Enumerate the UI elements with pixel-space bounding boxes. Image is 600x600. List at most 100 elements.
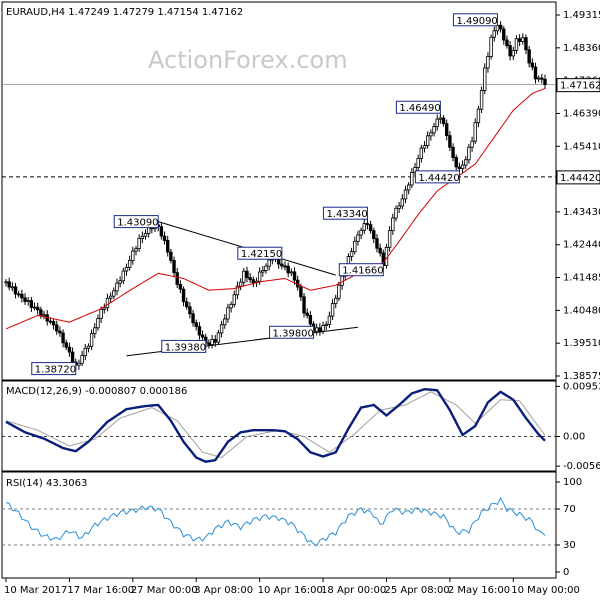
- candle-body: [540, 77, 544, 80]
- candle-body: [356, 234, 360, 242]
- candle-body: [48, 320, 53, 323]
- candle-body: [188, 306, 192, 315]
- candle-body: [508, 45, 512, 57]
- candle-body: [324, 323, 328, 326]
- candle-body: [194, 322, 198, 327]
- annotation-label: 1.43090: [117, 218, 158, 229]
- time-tick-label: 25 Apr 08:00: [384, 585, 449, 596]
- candle-body: [337, 284, 341, 299]
- candle-body: [483, 67, 487, 91]
- annotation-box: [322, 206, 368, 220]
- candle-body: [137, 238, 141, 250]
- candle-body: [505, 39, 509, 47]
- candle-body: [486, 56, 490, 69]
- macd-line: [5, 387, 546, 463]
- candle-body: [185, 301, 189, 308]
- candle-body: [378, 247, 382, 254]
- candle-body: [502, 28, 506, 41]
- candle-body: [197, 326, 202, 336]
- candle-body: [422, 145, 427, 149]
- annotation-label: 1.38720: [35, 365, 76, 376]
- candle-body: [438, 117, 443, 120]
- candle-body: [457, 166, 462, 169]
- price-annotation: 1.43090: [113, 215, 159, 229]
- rsi-tick-label: 100: [563, 477, 582, 488]
- candle-body: [39, 309, 43, 316]
- candle-body: [245, 270, 249, 278]
- candle-body: [391, 217, 395, 232]
- macd-tick-label: -0.005637: [563, 461, 600, 472]
- candle-body: [479, 90, 484, 110]
- candle-body: [162, 235, 167, 241]
- candle-body: [200, 334, 205, 338]
- candle-body: [77, 362, 81, 366]
- time-tick-label: 10 Mar 2017: [4, 585, 67, 596]
- price-annotation: 1.39800: [269, 325, 315, 339]
- price-tick-label: 1.48360: [563, 43, 600, 54]
- candle-body: [368, 224, 373, 232]
- candle-body: [359, 229, 363, 236]
- annotation-label: 1.39380: [165, 342, 206, 353]
- candle-body: [99, 308, 103, 319]
- rsi-tick-label: 0: [563, 567, 569, 578]
- candle-body: [242, 270, 246, 283]
- candle-body: [251, 279, 256, 284]
- candle-body: [406, 184, 411, 191]
- candle-body: [238, 281, 243, 287]
- candle-body: [51, 321, 56, 326]
- candle-body: [464, 159, 468, 166]
- annotation-box: [113, 215, 159, 229]
- candle-body: [20, 293, 24, 299]
- candle-body: [127, 260, 132, 268]
- horizontal-levels: [2, 84, 556, 178]
- time-tick-label: 10 May 00:00: [511, 585, 580, 596]
- candle-body: [61, 332, 65, 344]
- candle-body: [289, 271, 294, 274]
- candle-body: [13, 286, 18, 295]
- price-annotations: 1.49090 1.46490 1.44420 1.43340 1.41660 1.430…: [31, 13, 498, 376]
- price-annotation: 1.49090: [452, 13, 498, 27]
- candle-body: [229, 303, 233, 309]
- candle-body: [362, 223, 366, 231]
- candle-body: [210, 339, 214, 345]
- price-panel: ActionForex.com EURAUD,H4 1.47249 1.4727…: [1, 1, 600, 382]
- annotation-box: [161, 339, 207, 353]
- time-tick-label: 27 Mar 00:00: [131, 585, 198, 596]
- candle-body: [451, 146, 455, 158]
- candle-body: [10, 286, 15, 289]
- price-tick-label: 1.41485: [563, 273, 600, 284]
- candle-body: [489, 36, 493, 57]
- candle-body: [165, 240, 170, 253]
- candle-body: [42, 314, 46, 317]
- candle-body: [118, 280, 122, 284]
- candle-body: [83, 347, 87, 357]
- price-tick-label: 1.49315: [563, 10, 600, 21]
- candle-body: [514, 38, 519, 51]
- candle-body: [330, 303, 335, 317]
- candle-body: [96, 318, 100, 329]
- candle-body: [454, 157, 458, 168]
- annotation-label: 1.42150: [241, 249, 282, 260]
- price-axis: 1.493151.483601.473601.463901.454101.444…: [556, 10, 600, 382]
- candle-body: [93, 327, 97, 334]
- candle-body: [58, 330, 62, 334]
- annotation-box: [338, 263, 384, 277]
- candle-body: [315, 327, 319, 332]
- candle-body: [112, 290, 116, 297]
- rsi-panel: RSI(14) 43.3063 100 70 30 0: [1, 471, 582, 579]
- candle-body: [261, 270, 265, 273]
- candle-body: [543, 78, 547, 86]
- price-tick-label: 1.38575: [563, 371, 600, 382]
- candle-body: [280, 263, 284, 267]
- candle-body: [445, 123, 449, 137]
- candle-body: [517, 38, 522, 42]
- macd-tick-label: 0.00: [563, 432, 585, 443]
- candle-body: [498, 24, 503, 30]
- candle-body: [467, 146, 471, 161]
- candle-body: [232, 294, 236, 305]
- level-price-label: 1.44420: [560, 173, 600, 184]
- annotation-box: [452, 13, 498, 27]
- candle-body: [334, 297, 338, 304]
- candle-body: [372, 230, 376, 239]
- candle-body: [235, 285, 240, 296]
